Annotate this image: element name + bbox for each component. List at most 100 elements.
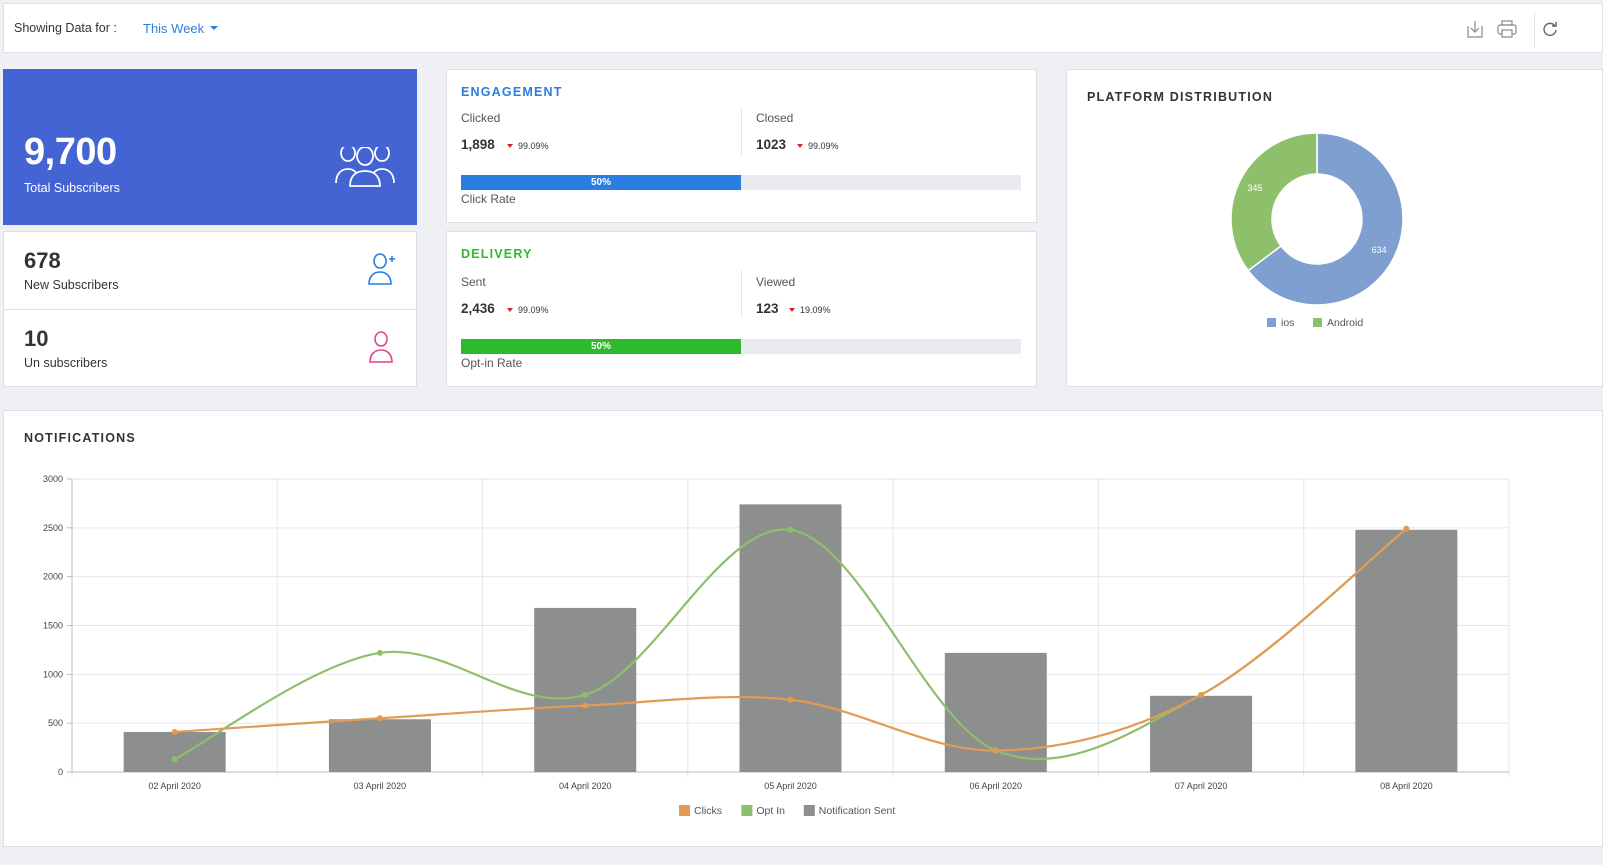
bar-notification-sent (328, 719, 431, 772)
optin-rate-label: Opt-in Rate (461, 356, 523, 370)
y-tick-label: 2000 (43, 572, 63, 582)
legend-label-ios: ios (1281, 317, 1294, 329)
point-clicks (787, 696, 794, 703)
point-opt-in (582, 691, 589, 698)
point-opt-in (376, 649, 383, 656)
down-arrow-icon (507, 144, 513, 148)
users-group-icon (334, 144, 396, 192)
sent-value: 2,436 (461, 301, 495, 316)
legend-swatch (741, 805, 753, 816)
click-rate-bar: 50% (461, 175, 1021, 190)
point-clicks (992, 747, 999, 754)
delivery-title: DELIVERY (461, 247, 533, 261)
period-dropdown[interactable]: This Week (143, 21, 219, 36)
x-tick-label: 06 April 2020 (970, 781, 1023, 791)
bar-notification-sent (944, 652, 1047, 772)
clicked-label: Clicked (461, 111, 501, 125)
legend-swatch (1313, 318, 1322, 327)
clicked-change-value: 99.09% (518, 141, 549, 151)
notifications-card: NOTIFICATIONS 0 500 1000 1500 2000 2500 3000 02… (3, 410, 1603, 847)
clicked-value: 1,898 (461, 137, 495, 152)
viewed-label: Viewed (756, 275, 796, 289)
chevron-down-icon (210, 26, 219, 30)
user-icon (366, 330, 398, 369)
legend-label: Opt In (756, 805, 785, 817)
notifications-title: NOTIFICATIONS (24, 431, 136, 445)
legend-label-android: Android (1327, 317, 1363, 329)
point-clicks (376, 715, 383, 722)
y-tick-label: 500 (48, 718, 63, 728)
x-tick-label: 04 April 2020 (559, 781, 612, 791)
sent-change-value: 99.09% (518, 305, 549, 315)
x-tick-label: 08 April 2020 (1380, 781, 1433, 791)
pie-slice-label: 634 (1372, 245, 1387, 255)
platform-pie-chart: 634 345 ios Android (1230, 132, 1404, 329)
optin-rate-fill: 50% (461, 339, 741, 354)
unsubscribers-label: Un subscribers (24, 356, 108, 370)
closed-change: 99.09% (797, 141, 839, 151)
metric-divider (741, 108, 742, 156)
period-value: This Week (143, 21, 205, 36)
point-opt-in (171, 756, 178, 763)
legend-swatch (1267, 318, 1276, 327)
bar-notification-sent (1355, 529, 1458, 772)
bar-notification-sent (534, 607, 637, 772)
closed-change-value: 99.09% (808, 141, 839, 151)
legend-swatch (803, 805, 815, 816)
pie-slice-label: 345 (1247, 183, 1262, 193)
sent-change: 99.09% (507, 305, 549, 315)
legend-label: Notification Sent (819, 805, 896, 817)
total-subscribers-label: Total Subscribers (24, 181, 120, 195)
optin-rate-bar: 50% (461, 339, 1021, 354)
y-tick-label: 1500 (43, 621, 63, 631)
point-clicks (1198, 691, 1205, 698)
print-icon[interactable] (1495, 17, 1519, 41)
bar-notification-sent (1150, 695, 1253, 772)
download-icon[interactable] (1463, 17, 1487, 41)
point-clicks (582, 702, 589, 709)
y-tick-label: 3000 (43, 474, 63, 484)
clicked-change: 99.09% (507, 141, 549, 151)
new-subscribers-label: New Subscribers (24, 278, 119, 292)
legend-swatch (679, 805, 690, 816)
platform-distribution-card: PLATFORM DISTRIBUTION 634 345 ios Android (1066, 69, 1603, 387)
showing-data-label: Showing Data for : (14, 21, 117, 35)
click-rate-fill: 50% (461, 175, 741, 190)
unsubscribers-card: 10 Un subscribers (3, 309, 417, 387)
viewed-change-value: 19.09% (800, 305, 831, 315)
toolbar-divider (1534, 12, 1535, 48)
y-tick-label: 2500 (43, 523, 63, 533)
bar-notification-sent (739, 504, 842, 772)
y-tick-label: 0 (58, 767, 63, 777)
total-subscribers-value: 9,700 (24, 131, 117, 173)
point-clicks (171, 728, 178, 735)
notifications-chart: 0 500 1000 1500 2000 2500 3000 02 April 2020 03 … (43, 474, 1510, 817)
new-subscribers-value: 678 (24, 248, 61, 273)
sent-label: Sent (461, 275, 486, 289)
down-arrow-icon (789, 308, 795, 312)
top-bar: Showing Data for : This Week (3, 3, 1603, 53)
delivery-card: DELIVERY Sent 2,436 99.09% Viewed 123 19… (446, 231, 1037, 387)
point-clicks (1403, 525, 1410, 532)
add-user-icon (366, 252, 398, 291)
pie-slice-ios (1247, 132, 1404, 306)
viewed-value: 123 (756, 301, 779, 316)
click-rate-label: Click Rate (461, 192, 516, 206)
y-tick-label: 1000 (43, 669, 63, 679)
refresh-icon[interactable] (1538, 17, 1562, 41)
closed-value: 1023 (756, 137, 787, 152)
engagement-card: ENGAGEMENT Clicked 1,898 99.09% Closed 1… (446, 69, 1037, 223)
pie-slice-android (1230, 132, 1318, 272)
legend-label: Clicks (694, 805, 722, 817)
platform-distribution-title: PLATFORM DISTRIBUTION (1087, 90, 1274, 104)
down-arrow-icon (507, 308, 513, 312)
down-arrow-icon (797, 144, 803, 148)
total-subscribers-card: 9,700 Total Subscribers (3, 69, 417, 225)
metric-divider (741, 270, 742, 318)
unsubscribers-value: 10 (24, 326, 49, 351)
engagement-title: ENGAGEMENT (461, 85, 563, 99)
x-tick-label: 05 April 2020 (764, 781, 817, 791)
x-tick-label: 07 April 2020 (1175, 781, 1228, 791)
point-opt-in (787, 526, 794, 533)
viewed-change: 19.09% (789, 305, 831, 315)
